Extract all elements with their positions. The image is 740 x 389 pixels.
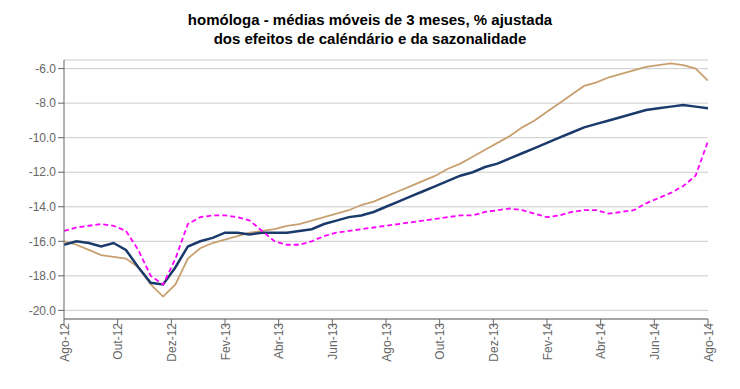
svg-text:-18.0: -18.0 bbox=[29, 269, 57, 283]
svg-text:Out-13: Out-13 bbox=[433, 323, 447, 360]
svg-text:-6.0: -6.0 bbox=[35, 62, 56, 76]
svg-text:Abr-14: Abr-14 bbox=[594, 323, 608, 359]
svg-text:Dez-12: Dez-12 bbox=[165, 323, 179, 362]
svg-text:Jun-13: Jun-13 bbox=[326, 323, 340, 360]
svg-text:-14.0: -14.0 bbox=[29, 200, 57, 214]
html-text:homóloga - médias móveis de 3: homóloga - médias móveis de 3 meses, % a… bbox=[187, 11, 553, 28]
svg-text:Out-12: Out-12 bbox=[111, 323, 125, 360]
svg-text:-8.0: -8.0 bbox=[35, 96, 56, 110]
svg-text:-10.0: -10.0 bbox=[29, 131, 57, 145]
svg-text:-20.0: -20.0 bbox=[29, 304, 57, 318]
svg-text:Fev-13: Fev-13 bbox=[219, 323, 233, 361]
svg-text:-16.0: -16.0 bbox=[29, 235, 57, 249]
svg-text:-12.0: -12.0 bbox=[29, 165, 57, 179]
svg-text:Jun-14: Jun-14 bbox=[648, 323, 662, 360]
svg-text:Dez-13: Dez-13 bbox=[487, 323, 501, 362]
svg-text:Fev-14: Fev-14 bbox=[541, 323, 555, 361]
html-text:dos efeitos de caléndário e da: dos efeitos de caléndário e da sazonalid… bbox=[213, 30, 527, 47]
svg-text:Ago-13: Ago-13 bbox=[380, 323, 394, 362]
svg-text:Ago-12: Ago-12 bbox=[58, 323, 72, 362]
svg-text:Abr-13: Abr-13 bbox=[272, 323, 286, 359]
svg-text:Ago-14: Ago-14 bbox=[702, 323, 716, 362]
